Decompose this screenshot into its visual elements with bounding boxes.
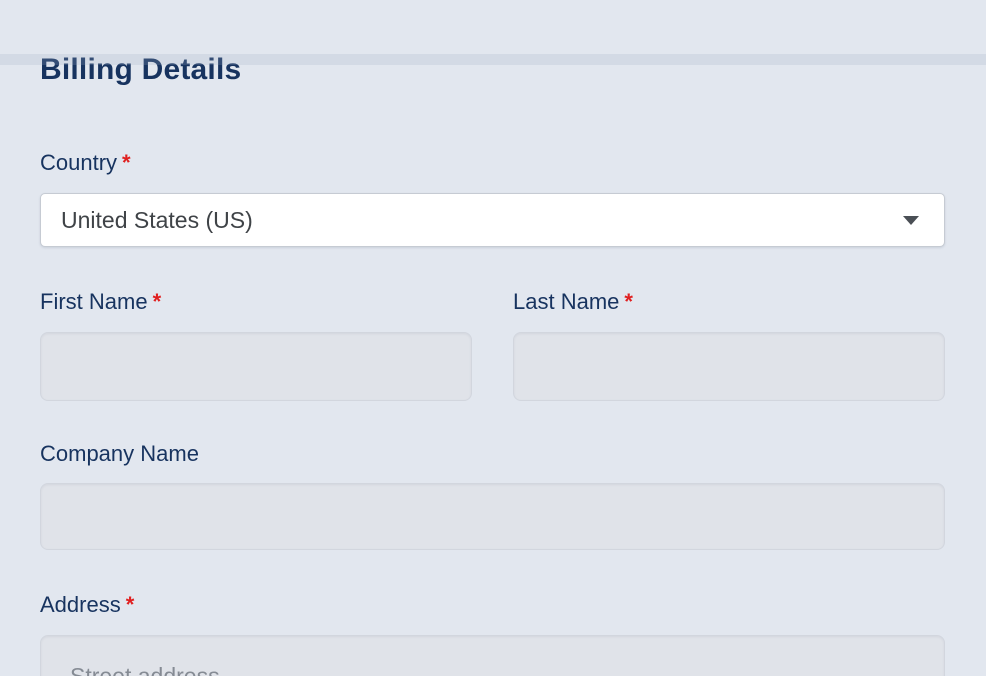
- page-title: Billing Details: [40, 53, 242, 86]
- last-name-label-text: Last Name: [513, 289, 620, 315]
- required-asterisk: *: [152, 289, 162, 315]
- name-fields-row: First Name * Last Name *: [40, 288, 945, 401]
- last-name-label: Last Name *: [513, 288, 945, 317]
- country-select[interactable]: United States (US): [40, 193, 945, 248]
- last-name-group: Last Name *: [513, 288, 945, 401]
- country-select-value: United States (US): [61, 206, 253, 233]
- first-name-label: First Name *: [40, 288, 472, 317]
- address-label-text: Address: [40, 592, 121, 618]
- address-label: Address *: [40, 591, 945, 620]
- billing-details-section: Billing Details Country * United States (…: [0, 54, 986, 676]
- country-label-text: Country: [40, 149, 118, 175]
- country-label: Country *: [40, 149, 945, 178]
- first-name-input[interactable]: [40, 331, 472, 401]
- company-name-input[interactable]: [40, 483, 945, 551]
- company-name-label-text: Company Name: [40, 440, 199, 466]
- required-asterisk: *: [624, 289, 633, 315]
- first-name-group: First Name *: [40, 288, 472, 401]
- company-name-label: Company Name: [40, 440, 945, 469]
- first-name-label-text: First Name: [40, 289, 148, 315]
- required-asterisk: *: [122, 149, 131, 175]
- street-address-input[interactable]: [40, 634, 945, 676]
- last-name-input[interactable]: [513, 331, 945, 401]
- required-asterisk: *: [125, 592, 135, 618]
- chevron-down-icon: [903, 216, 919, 226]
